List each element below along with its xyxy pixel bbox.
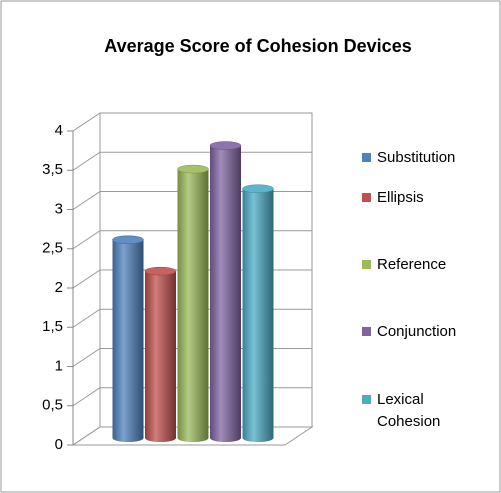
grid-line bbox=[72, 230, 312, 250]
bar-top bbox=[209, 141, 242, 150]
legend-swatch bbox=[362, 327, 371, 336]
legend-label: Lexical Cohesion bbox=[377, 391, 441, 430]
bar-body bbox=[177, 169, 209, 442]
legend-label: Conjunction bbox=[377, 323, 457, 340]
legend-swatch bbox=[362, 193, 371, 202]
y-tick-label: 1 bbox=[55, 357, 63, 374]
bar bbox=[144, 266, 177, 442]
grid-line bbox=[72, 387, 312, 407]
bar-top bbox=[177, 164, 209, 174]
bar-body bbox=[145, 271, 176, 442]
bar-top bbox=[144, 266, 177, 276]
grid-line bbox=[72, 112, 312, 132]
plot-area: 0 0,5 1 1,5 2 2,5 3 3,5 4 bbox=[42, 112, 314, 453]
grid-line bbox=[72, 308, 312, 328]
y-tick-label: 0,5 bbox=[42, 397, 63, 414]
grid-line bbox=[72, 151, 312, 171]
bar-top bbox=[242, 184, 274, 193]
bar-body bbox=[112, 239, 144, 442]
y-tick-label: 0 bbox=[55, 436, 63, 453]
legend-swatch bbox=[362, 153, 371, 162]
legend-swatch bbox=[362, 260, 371, 269]
legend-item: Substitution bbox=[360, 147, 470, 169]
bar-body bbox=[210, 145, 241, 443]
bar bbox=[112, 235, 144, 442]
grid-line bbox=[72, 348, 312, 367]
bar bbox=[242, 184, 274, 442]
legend-item: Lexical Cohesion bbox=[360, 389, 470, 433]
bar-body bbox=[242, 188, 274, 442]
legend-item: Ellipsis bbox=[360, 187, 470, 209]
chart-title: Average Score of Cohesion Devices bbox=[104, 36, 411, 56]
legend-swatch bbox=[362, 395, 371, 404]
legend-item: Reference bbox=[360, 254, 470, 276]
grid-line bbox=[72, 269, 312, 289]
legend-label: Ellipsis bbox=[377, 189, 424, 206]
y-tick-label: 1,5 bbox=[42, 318, 63, 335]
y-tick-label: 4 bbox=[55, 122, 63, 139]
legend-label: Reference bbox=[377, 256, 447, 273]
bar bbox=[209, 141, 242, 443]
legend-item: Conjunction bbox=[360, 321, 470, 343]
y-tick-label: 2,5 bbox=[42, 240, 63, 257]
grid-line bbox=[72, 191, 312, 210]
bar-top bbox=[112, 235, 144, 244]
y-tick-label: 2 bbox=[55, 279, 63, 296]
grid-line bbox=[72, 426, 312, 446]
y-tick-label: 3 bbox=[55, 200, 63, 217]
y-tick-label: 3,5 bbox=[42, 161, 63, 178]
legend-label: Substitution bbox=[377, 149, 456, 166]
bar bbox=[177, 164, 209, 442]
